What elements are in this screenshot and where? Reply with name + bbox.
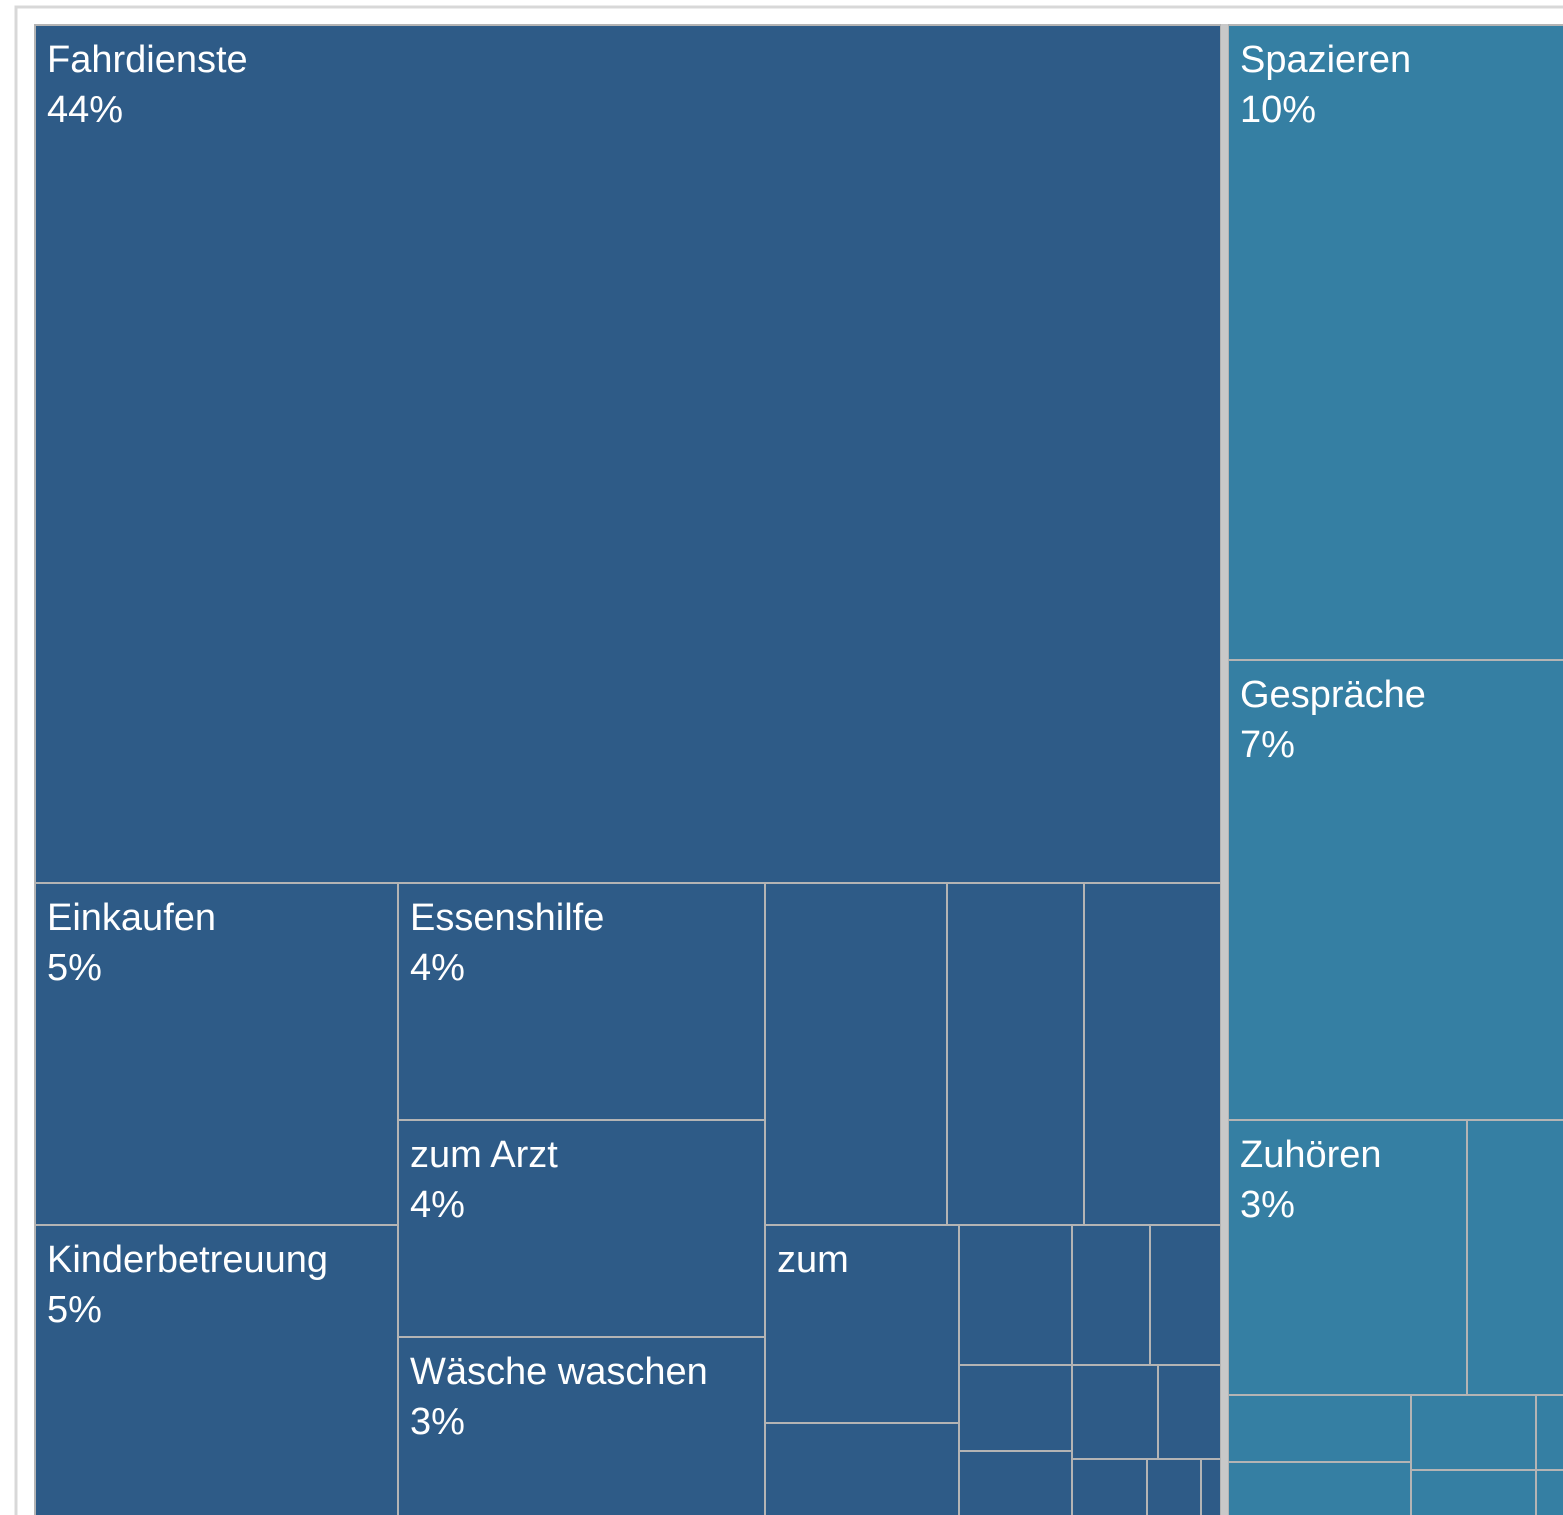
treemap-cell — [399, 1121, 764, 1336]
cell-label: Einkaufen — [47, 897, 216, 939]
cell-value-label: 44% — [47, 89, 123, 131]
treemap-cell — [1151, 1226, 1220, 1364]
treemap-cell — [766, 884, 946, 1224]
treemap-cell — [1202, 1460, 1220, 1515]
cell-value-label: 4% — [410, 947, 465, 989]
treemap-cell — [1537, 1471, 1563, 1515]
treemap-cell — [960, 1452, 1071, 1515]
treemap-cell — [1229, 1396, 1410, 1461]
cell-value-label: 5% — [47, 947, 102, 989]
cell-value-label: 3% — [1240, 1184, 1295, 1226]
cell-value-label: 10% — [1240, 89, 1316, 131]
treemap-cell — [948, 884, 1083, 1224]
cell-label: Zuhören — [1240, 1134, 1382, 1176]
treemap-cell — [766, 1226, 958, 1422]
cell-label: Fahrdienste — [47, 39, 248, 81]
cell-label: Kinderbetreuung — [47, 1239, 328, 1281]
treemap-cell — [1229, 661, 1563, 1119]
treemap-cell — [1073, 1366, 1157, 1458]
cell-value-label: 3% — [410, 1401, 465, 1443]
treemap-cell — [1468, 1121, 1563, 1394]
cell-value-label: 4% — [410, 1184, 465, 1226]
treemap-cell — [1159, 1366, 1220, 1458]
treemap-cell — [1412, 1471, 1535, 1515]
treemap-cell — [1229, 1463, 1410, 1515]
treemap-cell — [1148, 1460, 1200, 1515]
cell-label: zum Arzt — [410, 1134, 558, 1176]
cell-value-label: 5% — [47, 1289, 102, 1331]
treemap-cell — [399, 1338, 764, 1515]
treemap-cell — [766, 1424, 958, 1515]
treemap-cell — [1073, 1460, 1146, 1515]
treemap-cell — [960, 1366, 1071, 1450]
treemap-cell — [960, 1226, 1071, 1364]
treemap-cell — [1229, 1121, 1466, 1394]
treemap-cell — [36, 884, 397, 1224]
group-separator — [1221, 24, 1228, 1515]
treemap-cell — [36, 1226, 397, 1515]
treemap-cell — [1229, 26, 1563, 659]
treemap-cell — [1073, 1226, 1149, 1364]
cell-value-label: 7% — [1240, 724, 1295, 766]
cell-label: Wäsche waschen — [410, 1351, 708, 1393]
cell-label: Gespräche — [1240, 674, 1426, 716]
treemap-cell — [1085, 884, 1220, 1224]
treemap-cell — [1412, 1396, 1535, 1469]
cell-label: Essenshilfe — [410, 897, 604, 939]
treemap-cell — [1537, 1396, 1563, 1469]
treemap-cell — [36, 26, 1220, 882]
cell-label: Spazieren — [1240, 39, 1411, 81]
treemap-cell — [399, 884, 764, 1119]
cell-label: zum — [777, 1239, 849, 1281]
